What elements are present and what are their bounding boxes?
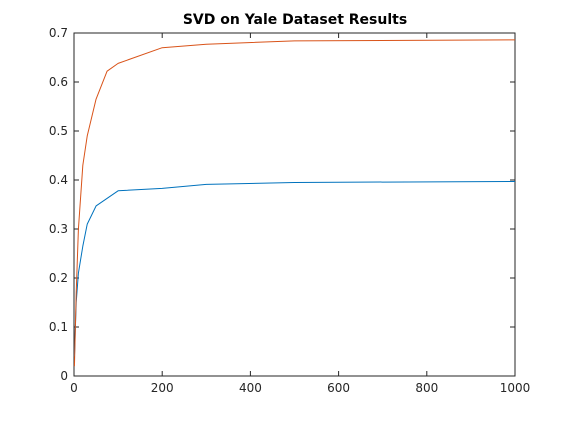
plot-area xyxy=(73,32,516,377)
x-tick-label: 800 xyxy=(415,381,438,395)
y-tick-label: 0.2 xyxy=(49,271,68,285)
y-tick-label: 0.6 xyxy=(49,75,68,89)
x-tick-label: 400 xyxy=(239,381,262,395)
y-tick-label: 0.5 xyxy=(49,124,68,138)
axis-ticks: 0 200 400 600 800 1000 0 0.1 0.2 0.3 0.4 0.5 0.6 0.7 xyxy=(49,26,530,395)
x-tick-label: 1000 xyxy=(500,381,531,395)
x-tick-label: 600 xyxy=(327,381,350,395)
y-tick-label: 0 xyxy=(60,369,68,383)
x-tick-label: 200 xyxy=(151,381,174,395)
y-tick-label: 0.1 xyxy=(49,320,68,334)
chart-title: SVD on Yale Dataset Results xyxy=(183,12,407,28)
x-tick-label: 0 xyxy=(70,381,78,395)
series-line-2 xyxy=(73,39,516,367)
y-tick-label: 0.7 xyxy=(49,26,68,40)
y-tick-label: 0.4 xyxy=(49,173,68,187)
series-line-1 xyxy=(73,180,516,357)
series-layer xyxy=(73,39,516,367)
y-tick-label: 0.3 xyxy=(49,222,68,236)
